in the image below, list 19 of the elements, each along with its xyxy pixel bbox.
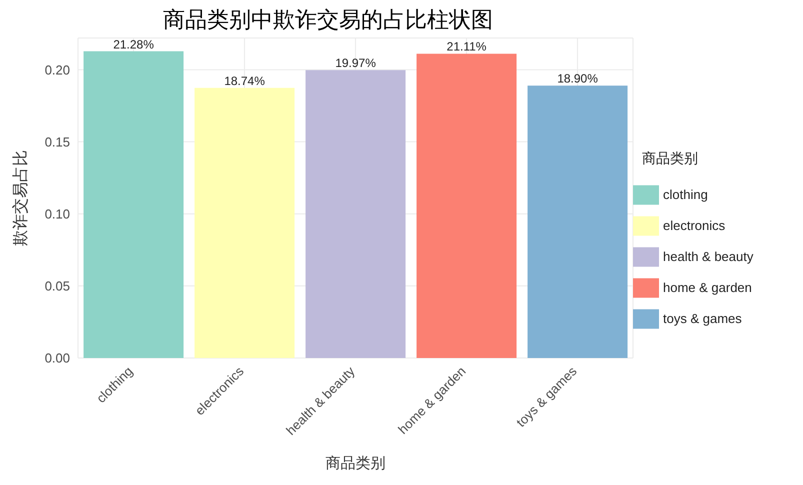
y-tick-label: 0.00 (44, 350, 70, 366)
y-tick-label: 0.20 (44, 62, 70, 78)
data-label: 21.11% (446, 40, 487, 54)
legend-label: clothing (663, 186, 708, 202)
data-label: 18.90% (557, 72, 598, 86)
data-label: 18.74% (224, 74, 266, 88)
legend-title: 商品类别 (642, 150, 698, 168)
x-axis-title: 商品类别 (326, 455, 386, 472)
data-label: 19.97% (335, 56, 376, 70)
y-axis-title: 欺诈交易占比 (12, 150, 30, 246)
legend-label: toys & games (663, 310, 742, 326)
data-label: 21.28% (113, 37, 154, 52)
legend-label: electronics (663, 218, 726, 232)
y-tick-label: 0.10 (44, 206, 70, 222)
y-tick-label: 0.05 (44, 278, 70, 294)
y-tick-label: 0.15 (44, 134, 70, 150)
legend-label: home & garden (663, 280, 752, 294)
chart-title: 商品类别中欺诈交易的占比柱状图 (162, 8, 494, 34)
legend-label: health & beauty (663, 248, 754, 264)
